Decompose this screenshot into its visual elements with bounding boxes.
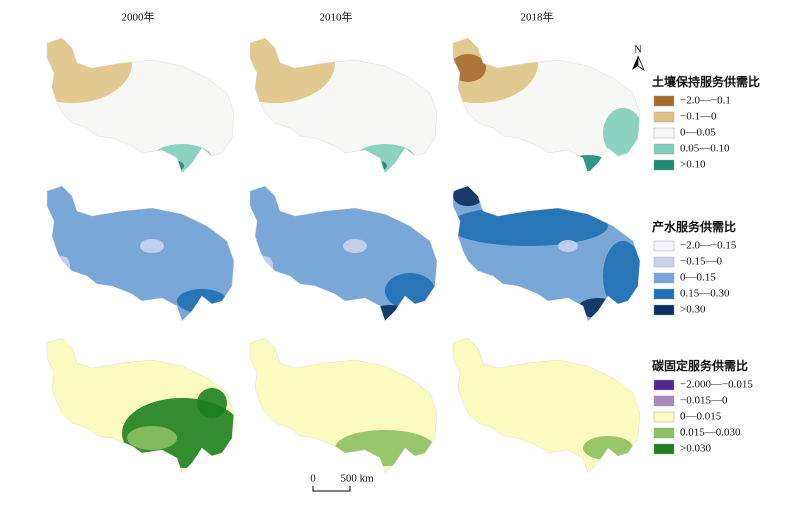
map <box>46 185 235 322</box>
map-outline <box>452 37 641 174</box>
map-zone <box>335 430 435 466</box>
map-zone <box>578 298 618 318</box>
legend-swatch <box>653 256 675 268</box>
legend-swatch <box>653 127 675 139</box>
map-outline <box>249 185 438 322</box>
map <box>249 337 438 474</box>
legend-label: −0.015—0 <box>680 395 728 407</box>
legend-label: −0.1—0 <box>680 111 717 123</box>
map-body <box>47 38 234 173</box>
legend-label: −2.000—−0.015 <box>680 379 753 391</box>
map-zone <box>603 241 640 311</box>
map-outline <box>46 337 235 474</box>
legend-label: 0.05—0.10 <box>680 143 730 155</box>
legend-label: 0—0.05 <box>680 127 716 139</box>
arrow-left <box>632 56 638 70</box>
map-zone <box>372 305 408 321</box>
map-body <box>250 338 437 473</box>
map-zone <box>558 240 578 252</box>
map-zone <box>603 108 640 158</box>
legend-title: 碳固定服务供需比 <box>652 358 748 373</box>
map-body <box>47 338 234 473</box>
legend-swatch <box>653 304 675 316</box>
north-arrow: N <box>632 44 645 72</box>
legend-label: 0.015—0.030 <box>680 427 741 439</box>
map <box>249 37 438 174</box>
map-base <box>47 186 234 321</box>
map-outline <box>249 37 438 174</box>
scale-label: 500 km <box>340 473 374 485</box>
scale-label: 0 <box>310 473 316 485</box>
map-zone <box>453 186 483 206</box>
map-body <box>453 338 640 473</box>
map-zone <box>343 239 367 253</box>
legend-label: −2.0—−0.1 <box>680 95 731 107</box>
legend-title: 产水服务供需比 <box>652 219 736 234</box>
map-outline <box>452 185 641 322</box>
map <box>452 37 641 174</box>
scale-bar: 0 500 km <box>310 473 374 492</box>
map-zone <box>250 38 335 103</box>
column-title: 2018年 <box>521 10 554 24</box>
legend-swatch <box>653 443 675 455</box>
legend-label: >0.030 <box>680 443 711 455</box>
legend-title: 土壤保持服务供需比 <box>652 74 760 89</box>
legend-swatch <box>653 143 675 155</box>
arrow-right <box>637 55 645 72</box>
legend-swatch <box>653 288 675 300</box>
legend-label: −0.15—0 <box>680 256 722 268</box>
map-zone <box>385 273 435 309</box>
map <box>46 337 235 474</box>
column-title: 2000年 <box>122 10 155 24</box>
map-zone <box>453 54 486 82</box>
map-zone <box>197 388 227 418</box>
map <box>46 37 235 174</box>
legend-swatch <box>653 272 675 284</box>
scale-line <box>312 486 351 492</box>
map <box>249 185 438 322</box>
map-outline <box>46 37 235 174</box>
legend-label: >0.10 <box>680 159 706 171</box>
map-zone <box>257 256 273 276</box>
map-zone <box>363 160 387 172</box>
map-zone <box>47 38 132 103</box>
map-body <box>250 186 437 321</box>
map-body <box>47 186 234 321</box>
map-zone <box>127 426 177 450</box>
legend-label: >0.30 <box>680 304 706 316</box>
map-zone <box>453 206 608 246</box>
legend-swatch <box>653 411 675 423</box>
map-base <box>250 186 437 321</box>
map-outline <box>46 185 235 322</box>
legend-swatch <box>653 95 675 107</box>
legend-label: −2.0—−0.15 <box>680 240 737 252</box>
map-base <box>453 338 640 473</box>
legend-swatch <box>653 379 675 391</box>
map-zone <box>160 160 184 172</box>
map-zone <box>177 289 227 313</box>
legend-swatch <box>653 240 675 252</box>
legend-swatch <box>653 111 675 123</box>
legend-label: 0—0.015 <box>680 411 722 423</box>
column-title: 2010年 <box>320 10 353 24</box>
map-outline <box>452 337 641 474</box>
map-zone <box>54 256 70 276</box>
legend-swatch <box>653 159 675 171</box>
map <box>452 337 641 474</box>
legend-swatch <box>653 395 675 407</box>
north-label: N <box>634 44 642 56</box>
map-outline <box>249 337 438 474</box>
map-body <box>453 38 640 173</box>
legend-label: 0—0.15 <box>680 272 716 284</box>
map-base <box>250 338 437 473</box>
map-body <box>250 38 437 173</box>
legend-swatch <box>653 427 675 439</box>
legend-label: 0.15—0.30 <box>680 288 730 300</box>
map <box>452 185 641 322</box>
map-zone <box>140 239 164 253</box>
